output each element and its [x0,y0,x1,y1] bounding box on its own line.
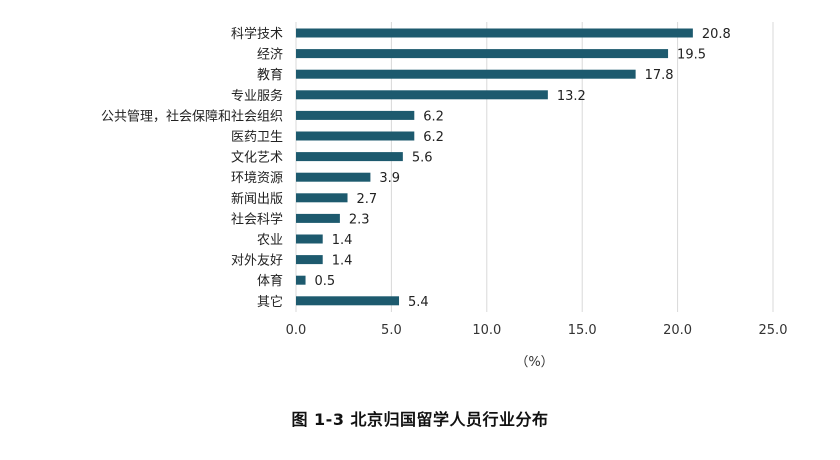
data-label: 3.9 [379,171,400,186]
category-label: 公共管理，社会保障和社会组织 [101,108,283,124]
data-label: 20.8 [702,27,731,42]
data-label: 5.6 [412,151,433,166]
bar [296,110,415,120]
category-label: 体育 [257,273,283,289]
category-label: 教育 [257,67,283,83]
data-label: 2.3 [349,212,370,227]
category-label: 文化艺术 [231,151,283,166]
bar [296,255,323,265]
bar [296,90,548,100]
label-layer: 科学技术 20.8 经济 19.5 教育 17.8 专业服务 13.2 公共管理，社会保障和社会… [101,26,731,310]
bar [296,172,371,182]
category-label: 其它 [257,294,283,310]
category-label: 环境资源 [231,171,283,186]
data-label: 6.2 [423,109,444,124]
category-label: 对外友好 [231,253,283,269]
data-label: 17.8 [645,68,674,83]
category-label: 新闻出版 [231,191,283,207]
category-label: 社会科学 [231,211,283,227]
figure-caption: 图 1-3 北京归国留学人员行业分布 [291,410,549,429]
bar [296,69,636,79]
category-label: 科学技术 [231,26,283,42]
grid-layer [295,22,774,312]
x-tick-label: 0.0 [286,323,307,338]
bar-layer [296,28,693,306]
bar [296,234,323,244]
bar [296,296,400,306]
data-label: 6.2 [423,130,444,145]
bar [296,193,348,203]
data-label: 2.7 [357,192,378,207]
category-label: 专业服务 [231,88,283,104]
x-tick-label: 5.0 [381,323,402,338]
x-axis-unit-label: （%） [515,355,553,370]
bar [296,131,415,141]
bar [296,275,306,285]
category-label: 医药卫生 [231,130,283,145]
x-tick-label: 20.0 [663,323,692,338]
data-label: 13.2 [557,89,586,104]
x-tick-label: 10.0 [472,323,501,338]
data-label: 5.4 [408,295,429,310]
bar [296,152,403,162]
category-label: 经济 [257,48,283,63]
data-label: 1.4 [332,233,353,248]
category-label: 农业 [257,233,283,248]
bar [296,28,693,38]
tick-layer: 0.0 5.0 10.0 15.0 20.0 25.0 [286,323,788,338]
bar [296,49,669,59]
data-label: 19.5 [677,48,706,63]
data-label: 0.5 [315,274,336,289]
x-tick-label: 15.0 [568,323,597,338]
bar-chart: 科学技术 20.8 经济 19.5 教育 17.8 专业服务 13.2 公共管理，社会保障和社会… [101,22,788,370]
data-label: 1.4 [332,254,353,269]
bar [296,213,340,223]
x-tick-label: 25.0 [759,323,788,338]
